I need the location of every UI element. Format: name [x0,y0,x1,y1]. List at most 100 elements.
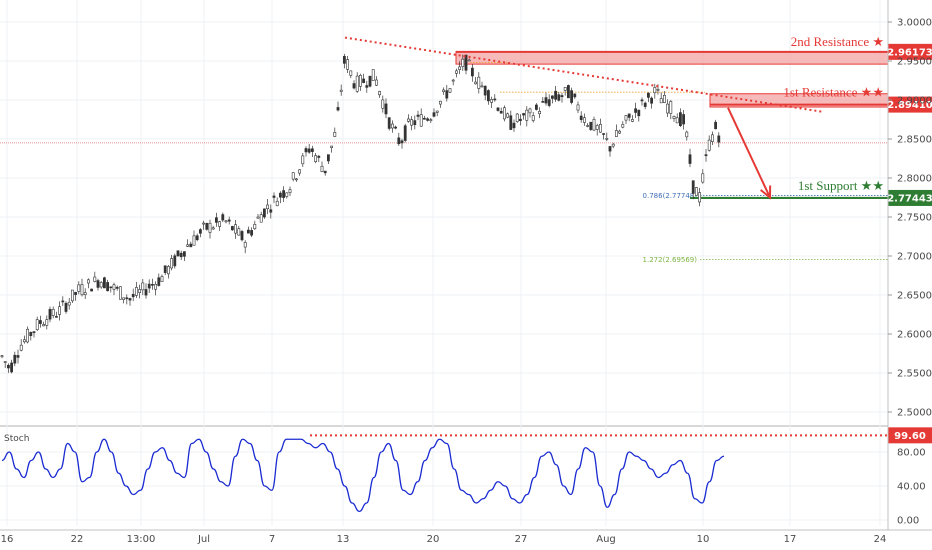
candle-body [538,110,542,115]
candle-body [640,99,644,102]
candle-body [560,95,564,98]
candle-body [330,145,334,148]
candle-body [627,113,631,118]
candle-body [10,362,14,373]
time-axis: 16 22 13:00 Jul 7 13 20 27 Aug 10 17 24 [0,529,932,545]
candle-body [480,85,484,88]
candle-body [112,284,116,290]
candle-body [224,220,228,223]
candle-body [58,306,62,315]
candle-body [269,209,273,213]
candle-body [518,118,522,121]
candle-body [422,117,426,120]
candle-body [138,289,142,293]
candle-body [106,282,110,292]
candle-body [432,112,436,117]
candle-body [259,214,263,223]
candle-body [394,126,398,129]
candle-body [19,344,23,351]
candle-body [544,97,548,104]
candle-body [499,110,503,114]
price-tick-label: 2.50000 [897,408,932,419]
candle-body [291,172,295,180]
candle-body [160,276,164,282]
candle-body [445,90,449,99]
candle-body [83,292,87,295]
stoch-level-tag [888,427,932,444]
candle-body [294,178,298,181]
candle-body [221,214,225,221]
candle-body [656,88,660,91]
candle-body [659,98,663,104]
candle-body [317,155,321,158]
candle-body [378,91,382,96]
candle-body [435,110,439,113]
candle-body [614,130,618,137]
candle-body [64,302,68,312]
candle-body [199,229,202,234]
candle-body [87,279,90,284]
candle-body [451,79,455,82]
candle-body [461,58,465,67]
price-tick-label: 2.85000 [897,135,932,146]
candle-body [307,148,311,153]
fib-levels: 0.786(2.77748) 1.272(2.69569) [643,192,888,264]
time-tick-label: Jul [197,534,210,545]
candle-body [598,124,602,133]
candle-body [67,301,71,306]
candle-body [534,104,538,110]
price-tick-label: 3.00000 [897,18,932,29]
candle-body [42,324,46,327]
candle-body [16,355,20,358]
candle-body [99,282,103,288]
candle-body [192,235,196,246]
candle-body [80,284,84,296]
candle-body [547,99,551,106]
candle-body [630,119,634,122]
candle-body [355,75,359,92]
candle-body [374,79,378,86]
candle-body [22,339,26,343]
candle-body [438,100,442,105]
candle-body [186,244,190,247]
candle-body [131,293,135,298]
price-tick-label: 2.65000 [897,291,932,302]
candle-body [589,121,593,130]
candle-body [586,125,590,127]
candle-body [205,222,209,230]
candle-body [128,298,132,301]
resistance-zones [455,50,889,200]
candle-body [557,94,561,101]
stoch-tick-label: 0.00 [897,516,919,527]
candle-body [282,190,286,198]
candle-body [122,297,126,300]
candle-body [653,87,657,94]
candle-body [51,308,55,316]
candle-body [467,59,471,62]
price-tick-label: 2.75000 [897,213,932,224]
stochastic-panel: Stoch 80.00 40.00 0.00 99.60 [0,427,932,527]
price-tick-label: 2.95000 [897,57,932,68]
candle-body [170,258,174,269]
candle-body [419,114,423,127]
candle-body [387,117,391,129]
candle-body [550,95,554,99]
candle-body [119,286,122,300]
candle-body [573,93,577,98]
candle-body [74,292,78,295]
candle-body [352,83,356,89]
candle-body [109,286,113,289]
candle-body [634,108,638,113]
candle-body [7,364,10,369]
candle-body [483,85,487,96]
candle-body [227,219,231,222]
level-price-tag [888,43,932,60]
candle-body [310,148,314,152]
candle-body [666,103,670,114]
candle-body [103,277,106,289]
level-price-tag [888,189,932,206]
candle-body [650,97,654,104]
candle-body [13,354,17,364]
candle-body [115,286,119,289]
candle-body [179,252,183,258]
